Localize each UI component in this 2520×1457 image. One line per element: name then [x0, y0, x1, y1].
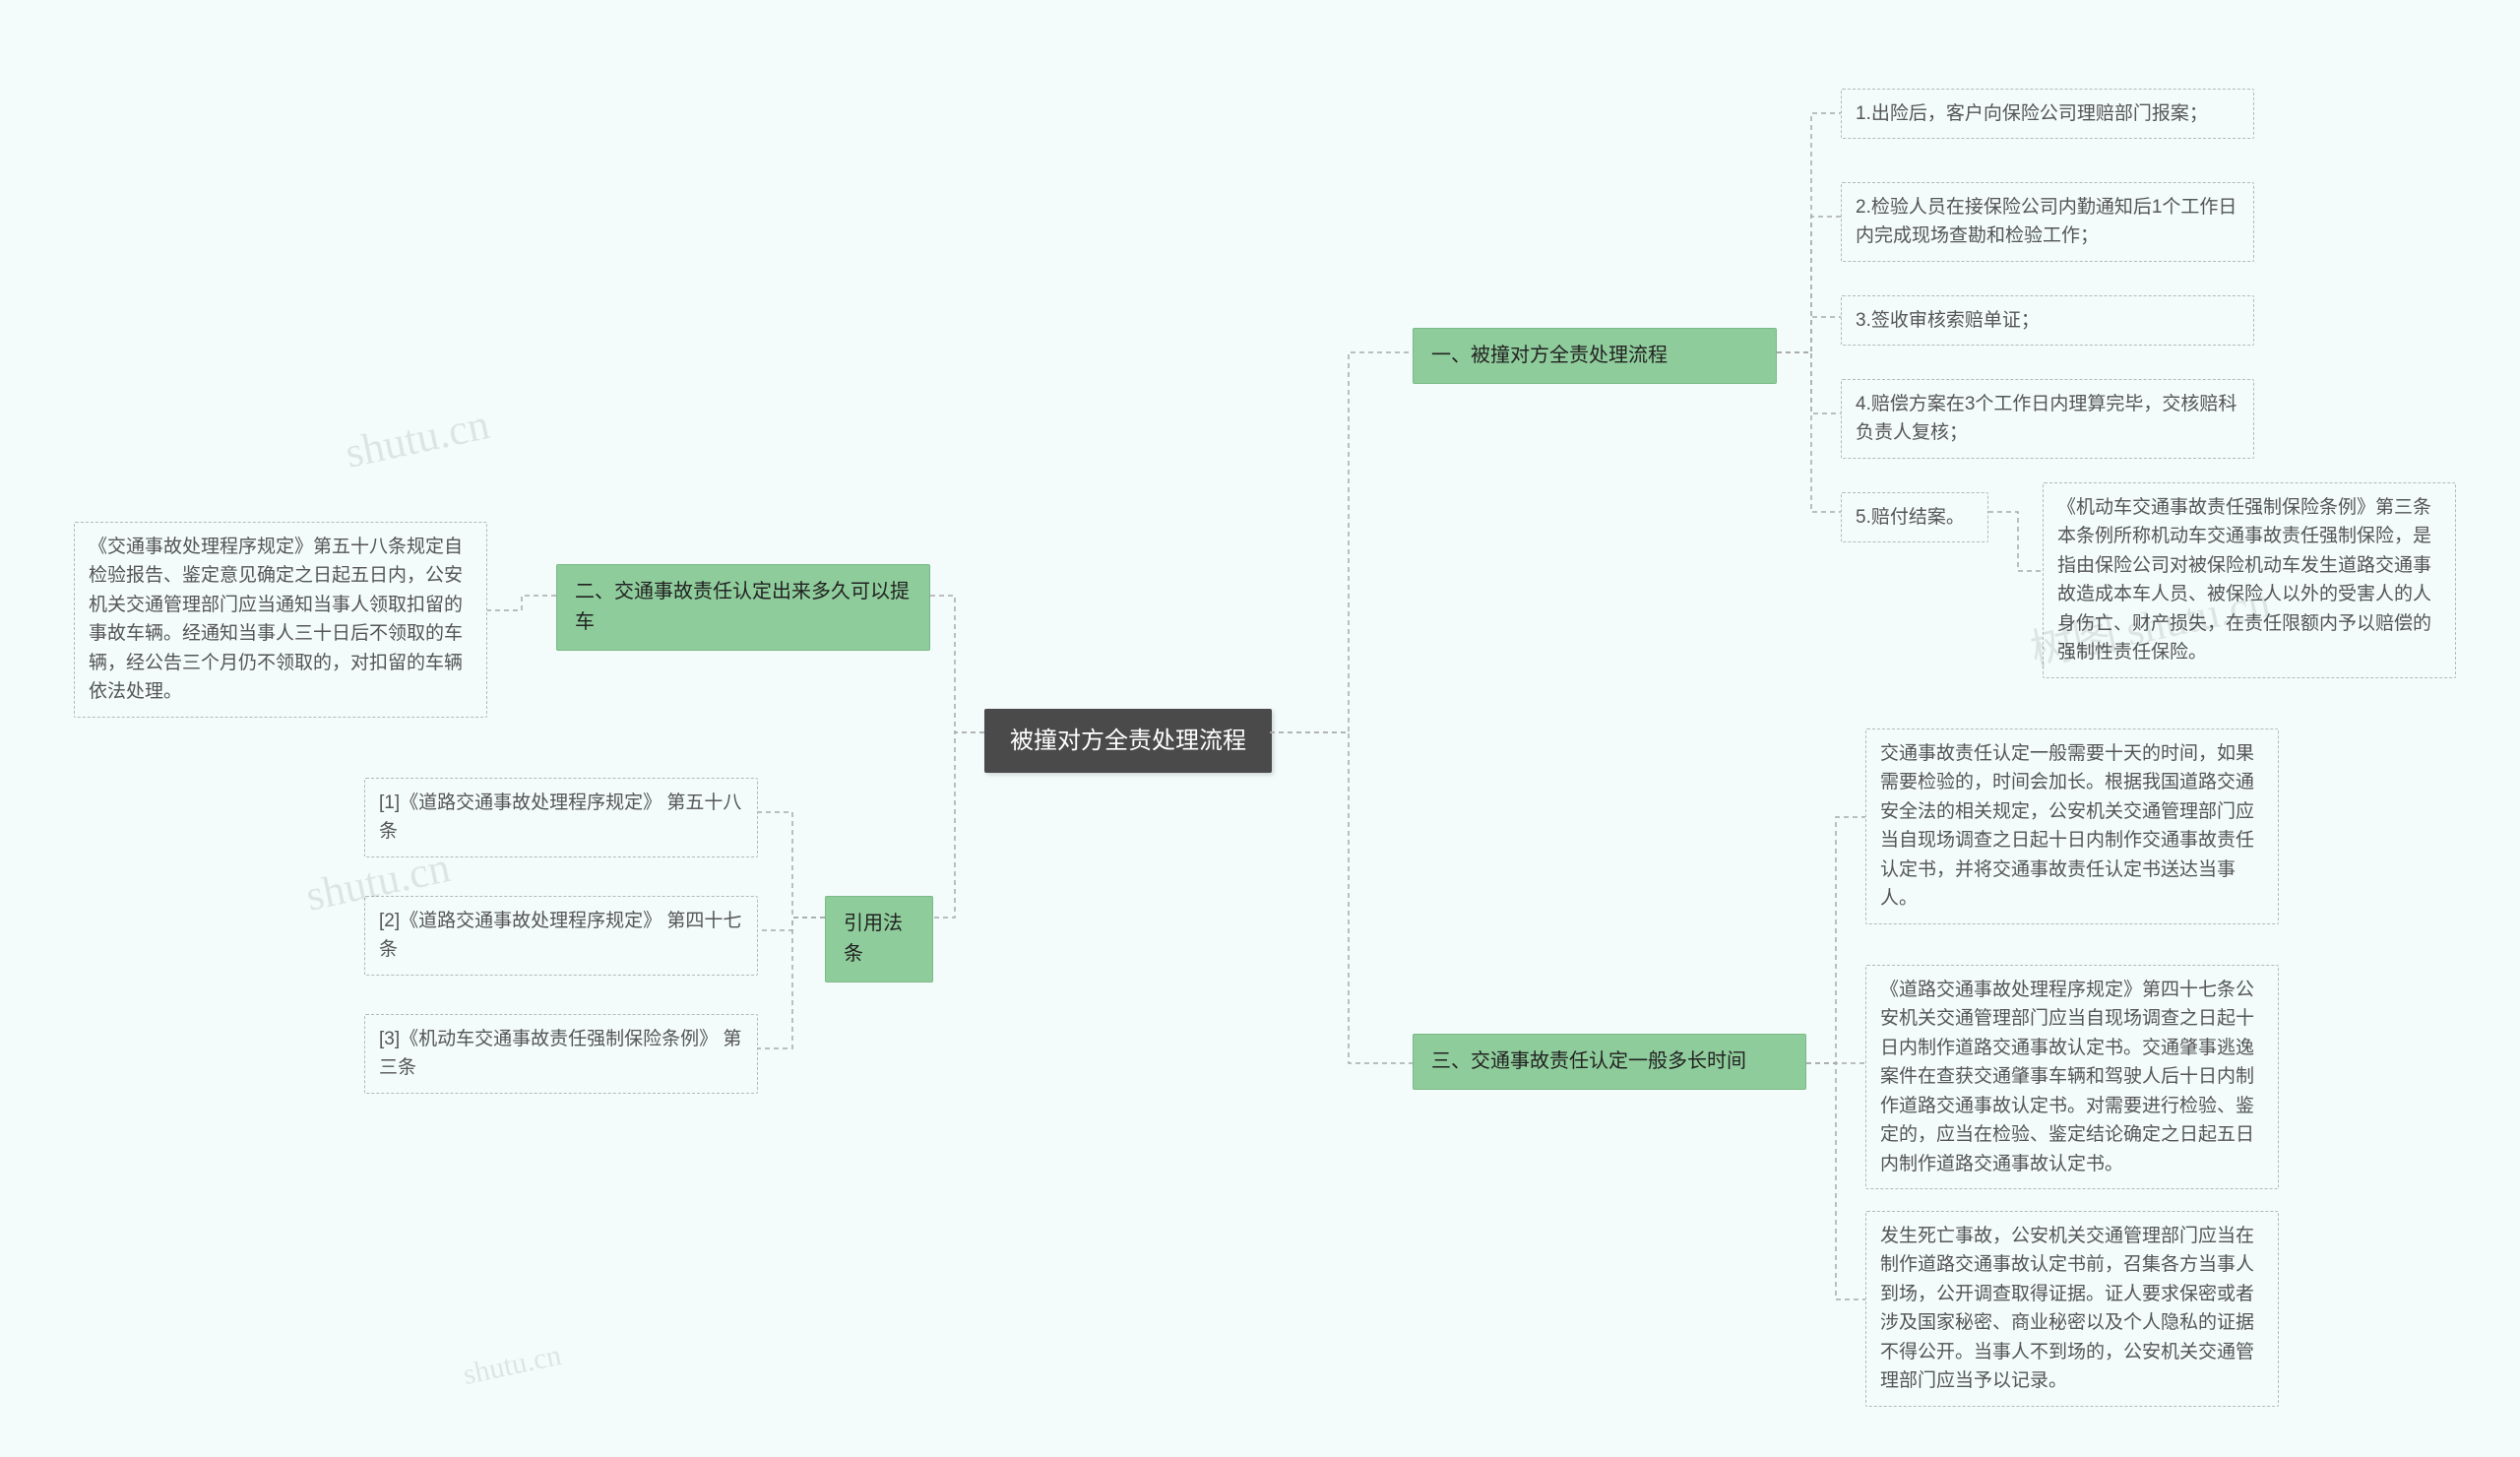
- b3-para-2: 《道路交通事故处理程序规定》第四十七条公安机关交通管理部门应当自现场调查之日起十…: [1865, 965, 2279, 1189]
- watermark: shutu.cn: [341, 399, 493, 478]
- b2-text: 《交通事故处理程序规定》第五十八条规定自检验报告、鉴定意见确定之日起五日内，公安…: [74, 522, 487, 718]
- branch-4: 引用法条: [825, 896, 933, 982]
- b1-item-2: 2.检验人员在接保险公司内勤通知后1个工作日内完成现场查勘和检验工作；: [1841, 182, 2254, 262]
- b4-item-3: [3]《机动车交通事故责任强制保险条例》 第三条: [364, 1014, 758, 1094]
- b1-note: 《机动车交通事故责任强制保险条例》第三条本条例所称机动车交通事故责任强制保险，是…: [2043, 482, 2456, 678]
- branch-1: 一、被撞对方全责处理流程: [1413, 328, 1777, 384]
- b3-para-1: 交通事故责任认定一般需要十天的时间，如果需要检验的，时间会加长。根据我国道路交通…: [1865, 728, 2279, 924]
- root-node: 被撞对方全责处理流程: [984, 709, 1272, 773]
- b1-item-1: 1.出险后，客户向保险公司理赔部门报案；: [1841, 89, 2254, 139]
- b4-item-2: [2]《道路交通事故处理程序规定》 第四十七条: [364, 896, 758, 976]
- branch-2: 二、交通事故责任认定出来多久可以提车: [556, 564, 930, 651]
- branch-3: 三、交通事故责任认定一般多长时间: [1413, 1034, 1806, 1090]
- b1-item-4: 4.赔偿方案在3个工作日内理算完毕，交核赔科负责人复核；: [1841, 379, 2254, 459]
- b4-item-1: [1]《道路交通事故处理程序规定》 第五十八条: [364, 778, 758, 857]
- b1-item-5: 5.赔付结案。: [1841, 492, 1988, 542]
- b3-para-3: 发生死亡事故，公安机关交通管理部门应当在制作道路交通事故认定书前，召集各方当事人…: [1865, 1211, 2279, 1407]
- b1-item-3: 3.签收审核索赔单证；: [1841, 295, 2254, 346]
- watermark: shutu.cn: [461, 1339, 565, 1392]
